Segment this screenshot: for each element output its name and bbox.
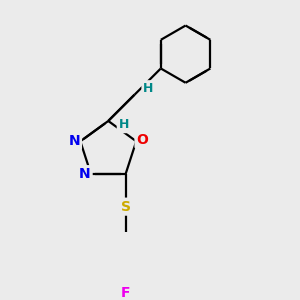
Text: H: H bbox=[143, 82, 154, 95]
Text: F: F bbox=[121, 286, 130, 300]
Text: O: O bbox=[136, 133, 148, 147]
Text: N: N bbox=[68, 134, 80, 148]
Text: H: H bbox=[118, 118, 129, 131]
Text: S: S bbox=[121, 200, 130, 214]
Text: N: N bbox=[79, 167, 91, 181]
